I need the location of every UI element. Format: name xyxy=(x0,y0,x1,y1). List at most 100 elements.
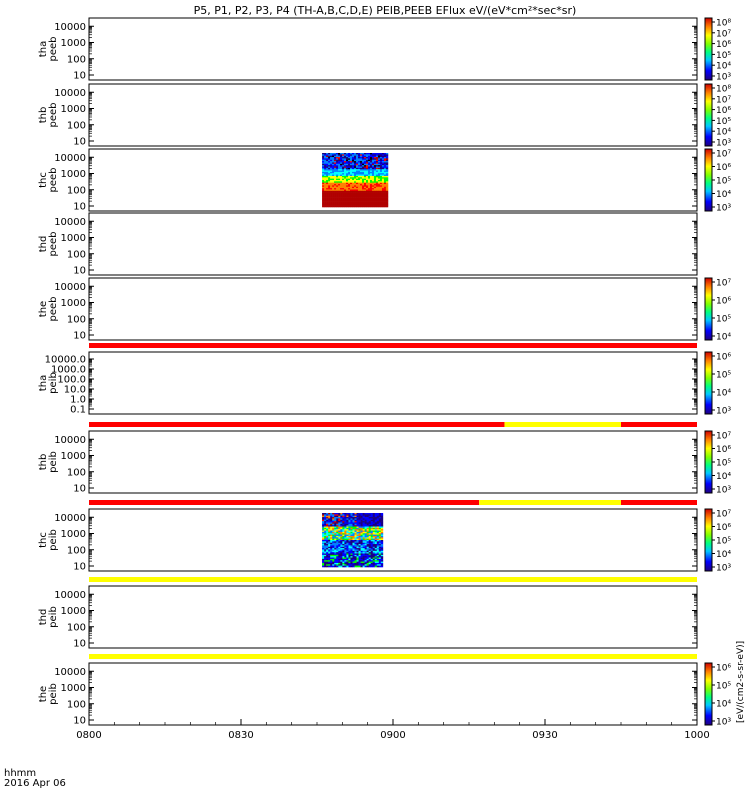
panel-label-probe: the xyxy=(38,301,49,317)
y-tick-label: 1000 xyxy=(61,233,86,244)
figure-title: P5, P1, P2, P3, P4 (TH-A,B,C,D,E) PEIB,P… xyxy=(194,4,577,17)
flag-segment-yellow xyxy=(89,577,697,582)
time-axis: 0800 0830 0900 0930 1000 xyxy=(76,719,710,741)
colorbar-scale xyxy=(704,148,713,212)
colorbar-tick-label: 10⁷ xyxy=(716,150,731,160)
colorbar-tick-label: 10⁶ xyxy=(716,106,731,116)
y-tick-label: 10 xyxy=(73,639,86,650)
panel-frame xyxy=(88,508,698,572)
colorbar-tick-label: 10⁵ xyxy=(716,459,731,469)
colorbar-tick-label: 10³ xyxy=(716,407,731,417)
y-tick-label: 10000 xyxy=(54,513,86,524)
y-tick-label: 1000.0 xyxy=(51,365,86,376)
colorbar-tick-label: 10⁵ xyxy=(716,117,731,127)
panel: 10 100 1000 10000 thd peeb xyxy=(38,212,698,277)
y-tick-label: 10000 xyxy=(54,153,86,164)
panel-label-product: peib xyxy=(48,606,59,628)
panel-label-probe: tha xyxy=(38,375,49,391)
y-tick-label: 100 xyxy=(67,467,86,478)
colorbar-tick-label: 10³ xyxy=(716,718,731,728)
colorbar: 10³ 10⁴ 10⁵ 10⁶ 10⁷ xyxy=(704,508,731,574)
y-tick-label: 1000 xyxy=(61,451,86,462)
panel-label-probe: thc xyxy=(38,532,49,548)
y-tick-label: 100 xyxy=(67,54,86,65)
panel-frame xyxy=(88,585,698,649)
panel: 10 100 1000 10000 thc peeb 10³ 10⁴ 10⁵ 10⁶ 10⁷ xyxy=(38,148,731,214)
flag-segment-red xyxy=(621,422,697,427)
colorbar-tick-label: 10⁴ xyxy=(716,700,731,710)
panel-frame xyxy=(88,662,698,726)
colorbar-tick-label: 10⁶ xyxy=(716,523,731,533)
y-tick-label: 1000 xyxy=(61,104,86,115)
y-tick-label: 1000 xyxy=(61,529,86,540)
panel: 10 100 1000 10000 thd peib xyxy=(38,585,698,650)
panel-frame xyxy=(88,17,698,81)
colorbar-scale xyxy=(704,83,713,147)
colorbar-units-label: [eV/(cm2-s-sr-eV)] xyxy=(736,641,746,723)
colorbar: 10³ 10⁴ 10⁵ 10⁶ [eV/(cm2-s-sr-eV)] xyxy=(704,641,746,728)
colorbar-tick-label: 10⁶ xyxy=(716,297,731,307)
panel-frame xyxy=(88,83,698,147)
colorbar-tick-label: 10⁵ xyxy=(716,371,731,381)
panel-label-product: peeb xyxy=(48,232,59,257)
x-tick-label: 0900 xyxy=(380,730,405,741)
colorbar-tick-label: 10⁷ xyxy=(716,510,731,520)
panel: 10 100 1000 10000 the peib 10³ 10⁴ 10⁵ 10⁶ [eV/(cm… xyxy=(38,641,746,728)
y-tick-label: 10 xyxy=(73,266,86,277)
y-tick-label: 10 xyxy=(73,562,86,573)
y-tick-label: 10 xyxy=(73,202,86,213)
flag-segment-yellow xyxy=(89,654,697,659)
y-tick-label: 1000 xyxy=(61,683,86,694)
colorbar-tick-label: 10⁵ xyxy=(716,682,731,692)
colorbar-tick-label: 10³ xyxy=(716,564,731,574)
spectrogram-block xyxy=(322,153,389,208)
x-tick-label: 0930 xyxy=(532,730,557,741)
colorbar-tick-label: 10⁷ xyxy=(716,29,731,39)
panel-label-probe: thd xyxy=(38,236,49,253)
time-unit-label: hhmm xyxy=(4,768,36,779)
colorbar: 10³ 10⁴ 10⁵ 10⁶ xyxy=(704,351,731,417)
y-tick-label: 100.0 xyxy=(57,375,86,386)
y-tick-label: 10000.0 xyxy=(45,355,86,366)
panel-label-product: peeb xyxy=(48,297,59,322)
colorbar-tick-label: 10³ xyxy=(716,204,731,214)
y-tick-label: 10 xyxy=(73,716,86,727)
colorbar-scale xyxy=(704,662,713,726)
colorbar: 10⁴ 10⁵ 10⁶ 10⁷ xyxy=(704,277,731,343)
y-tick-label: 100 xyxy=(67,314,86,325)
flag-segment-yellow xyxy=(504,422,621,427)
y-tick-label: 10000 xyxy=(54,22,86,33)
y-tick-label: 10000 xyxy=(54,667,86,678)
panel-frame xyxy=(88,430,698,494)
x-tick-label: 1000 xyxy=(684,730,709,741)
colorbar-tick-label: 10⁶ xyxy=(716,40,731,50)
y-tick-label: 100 xyxy=(67,249,86,260)
flag-segment-red xyxy=(89,422,505,427)
colorbar-tick-label: 10⁴ xyxy=(716,389,731,399)
y-tick-label: 1000 xyxy=(61,38,86,49)
panel-label-probe: the xyxy=(38,686,49,702)
colorbar-scale xyxy=(704,277,713,341)
colorbar-tick-label: 10⁸ xyxy=(716,85,731,95)
colorbar: 10³ 10⁴ 10⁵ 10⁶ 10⁷ xyxy=(704,148,731,214)
y-tick-label: 100 xyxy=(67,120,86,131)
panel-label-probe: tha xyxy=(38,41,49,57)
panel: 10 100 1000 10000 thc peib 10³ 10⁴ 10⁵ 10⁶ 10⁷ xyxy=(38,508,731,574)
y-tick-label: 100 xyxy=(67,545,86,556)
flag-segment-red xyxy=(89,500,480,505)
flag-segment-yellow xyxy=(479,500,621,505)
colorbar-tick-label: 10⁷ xyxy=(716,432,731,442)
colorbar-scale xyxy=(704,508,713,572)
y-tick-label: 10000 xyxy=(54,435,86,446)
x-tick-label: 0800 xyxy=(76,730,101,741)
y-tick-label: 100 xyxy=(67,622,86,633)
y-tick-label: 1000 xyxy=(61,606,86,617)
y-tick-label: 10000 xyxy=(54,88,86,99)
colorbar-tick-label: 10³ xyxy=(716,486,731,496)
